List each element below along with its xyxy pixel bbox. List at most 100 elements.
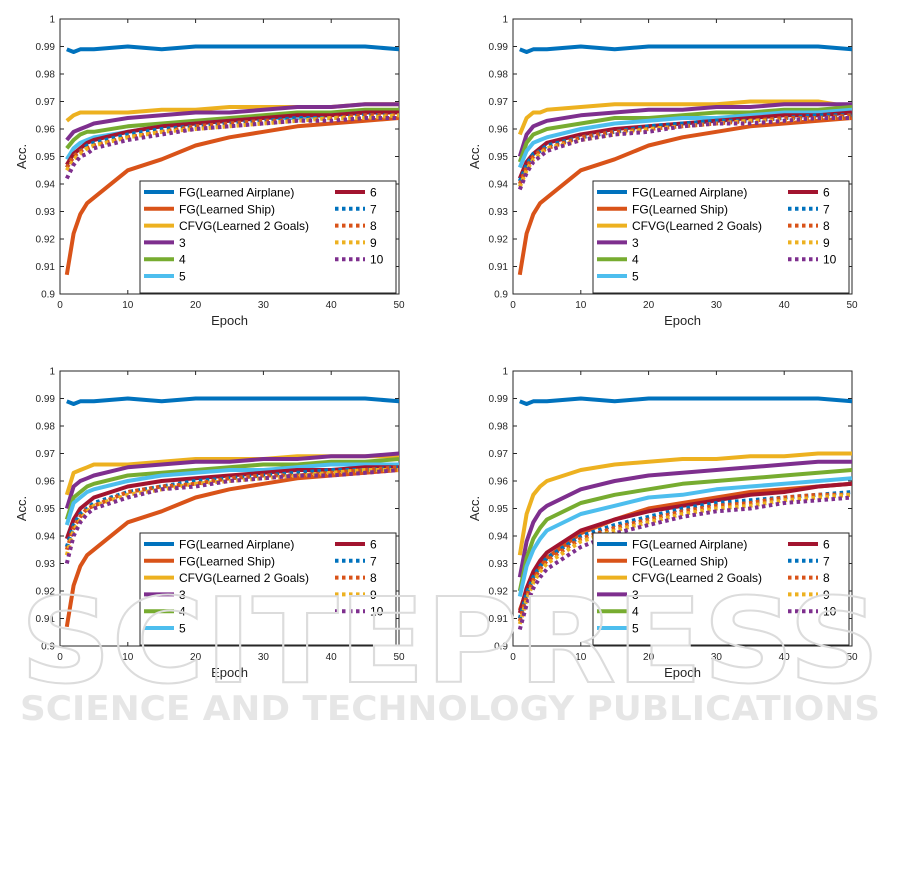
series-line-6 <box>517 476 852 597</box>
x-tick-label: 20 <box>643 652 655 663</box>
series-line-11 <box>517 495 852 631</box>
x-axis-label: Epoch <box>664 313 701 328</box>
legend-label-4: 3 <box>632 236 639 250</box>
legend-label-4: 3 <box>632 588 639 602</box>
x-tick-label: 40 <box>779 652 791 663</box>
x-tick-label: 40 <box>326 652 338 663</box>
x-tick-label: 30 <box>711 300 723 311</box>
series-line-1 <box>519 396 852 406</box>
legend-label-3: CFVG(Learned 2 Goals) <box>632 571 762 585</box>
legend: FG(Learned Airplane) FG(Learned Ship) CFVG… <box>139 532 397 646</box>
legend-label-11: 10 <box>370 605 384 619</box>
series-line-7 <box>65 110 399 166</box>
y-tick-label: 0.9 <box>41 642 55 653</box>
legend-label-4: 3 <box>179 236 186 250</box>
legend-label-1: FG(Learned Airplane) <box>179 538 294 552</box>
series-line-10 <box>65 113 399 172</box>
legend-label-11: 10 <box>823 605 837 619</box>
series-line-3 <box>517 99 852 136</box>
y-tick-label: 0.94 <box>489 532 509 543</box>
legend-box <box>592 532 850 646</box>
y-tick-label: 0.97 <box>489 449 509 460</box>
legend-label-6: 5 <box>179 270 186 284</box>
y-tick-label: 0.95 <box>489 504 509 515</box>
y-tick-label: 0.98 <box>489 70 509 81</box>
y-tick-label: 0.96 <box>489 125 509 136</box>
x-tick-label: 50 <box>846 652 858 663</box>
y-tick-label: 0.95 <box>36 152 56 163</box>
legend-label-9: 8 <box>823 571 830 585</box>
series-line-2 <box>64 116 399 276</box>
y-tick-label: 0.94 <box>36 180 56 191</box>
y-tick-label: 0.9 <box>41 290 55 301</box>
x-axis-label: Epoch <box>664 665 701 680</box>
y-tick-label: 0.97 <box>489 97 509 108</box>
y-tick-label: 0.99 <box>36 42 56 53</box>
x-tick-label: 0 <box>510 652 516 663</box>
legend-label-10: 9 <box>370 236 377 250</box>
legend: FG(Learned Airplane) FG(Learned Ship) CFVG… <box>139 180 397 294</box>
y-tick-label: 0.99 <box>489 394 509 405</box>
series-lines <box>517 396 852 631</box>
y-tick-label: 0.96 <box>36 125 56 136</box>
y-tick-label: 0.97 <box>36 449 56 460</box>
legend-label-8: 7 <box>370 554 377 568</box>
y-tick-label: 0.98 <box>36 422 56 433</box>
series-line-9 <box>65 113 399 169</box>
y-tick-label: 0.93 <box>36 559 56 570</box>
legend-label-6: 5 <box>179 622 186 636</box>
y-tick-label: 0.91 <box>489 262 509 273</box>
x-tick-label: 20 <box>190 652 202 663</box>
y-axis-label: Acc. <box>14 496 29 521</box>
legend-label-8: 7 <box>370 202 377 216</box>
series-line-4 <box>517 459 852 578</box>
legend-label-3: CFVG(Learned 2 Goals) <box>179 571 309 585</box>
legend-label-8: 7 <box>823 202 830 216</box>
legend-label-10: 9 <box>823 236 830 250</box>
series-line-11 <box>65 116 399 180</box>
legend-label-2: FG(Learned Ship) <box>632 202 728 216</box>
series-line-11 <box>64 468 399 564</box>
y-tick-label: 0.97 <box>36 97 56 108</box>
legend-label-1: FG(Learned Airplane) <box>632 186 747 200</box>
y-tick-label: 0.9 <box>494 642 508 653</box>
series-line-2 <box>64 468 399 628</box>
series-lines <box>517 44 852 276</box>
x-tick-label: 50 <box>846 300 858 311</box>
legend-label-5: 4 <box>632 605 639 619</box>
legend-label-11: 10 <box>823 253 837 267</box>
series-line-4 <box>517 102 852 158</box>
legend-box <box>139 180 397 294</box>
y-axis-label: Acc. <box>467 496 482 521</box>
legend-label-5: 4 <box>632 253 639 267</box>
x-axis-label: Epoch <box>211 313 248 328</box>
legend-label-7: 6 <box>370 186 377 200</box>
series-line-5 <box>517 105 852 163</box>
y-tick-label: 0.91 <box>36 614 56 625</box>
legend-label-5: 4 <box>179 605 186 619</box>
legend: FG(Learned Airplane) FG(Learned Ship) CFVG… <box>592 532 850 646</box>
series-line-6 <box>64 462 399 526</box>
legend-label-2: FG(Learned Ship) <box>179 202 275 216</box>
y-tick-label: 1 <box>49 15 55 26</box>
series-line-10 <box>517 492 852 625</box>
y-tick-label: 0.9 <box>494 290 508 301</box>
legend-label-11: 10 <box>370 253 384 267</box>
series-line-9 <box>517 492 852 622</box>
series-lines <box>64 396 399 628</box>
y-tick-label: 0.92 <box>36 587 56 598</box>
legend-label-6: 5 <box>632 622 639 636</box>
series-line-5 <box>65 107 399 150</box>
x-axis-label: Epoch <box>211 665 248 680</box>
legend-label-7: 6 <box>823 538 830 552</box>
y-tick-label: 1 <box>502 367 508 378</box>
chart-panel-4: 0.9 0.91 0.92 0.93 0.94 0.95 0.96 0.97 0.98 0.99 1… <box>467 367 858 681</box>
x-tick-label: 10 <box>575 652 587 663</box>
series-line-4 <box>65 102 399 142</box>
legend-label-1: FG(Learned Airplane) <box>632 538 747 552</box>
chart-panel-3: 0.9 0.91 0.92 0.93 0.94 0.95 0.96 0.97 0.98 0.99 1… <box>14 367 405 681</box>
y-tick-label: 0.91 <box>36 262 56 273</box>
y-tick-label: 0.92 <box>489 235 509 246</box>
y-tick-label: 0.93 <box>489 559 509 570</box>
